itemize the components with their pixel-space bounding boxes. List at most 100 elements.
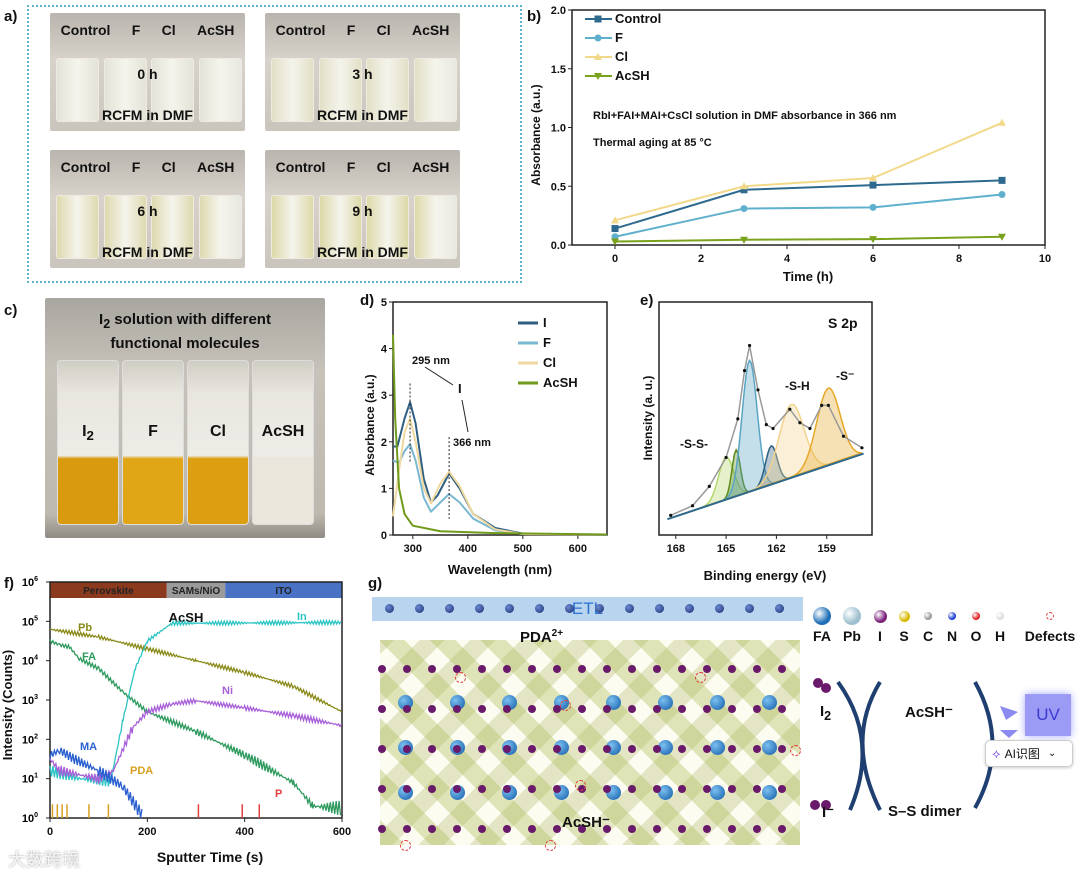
iodide-atom xyxy=(478,665,486,673)
data-point xyxy=(611,225,619,233)
time-label: 9 h xyxy=(352,203,373,220)
caption: RCFM in DMF xyxy=(317,106,408,123)
legend-marker xyxy=(594,53,602,60)
legend-label: AcSH xyxy=(615,68,650,83)
etl-molecule xyxy=(715,604,724,613)
series-label: FA xyxy=(82,651,96,663)
chart-b-axes-frame xyxy=(571,9,1046,246)
iodide-atom xyxy=(578,705,586,713)
iodide-atom xyxy=(778,785,786,793)
data-point xyxy=(998,118,1006,126)
legend-label: Cl xyxy=(543,355,556,370)
series-line-acsh xyxy=(614,235,1003,243)
iodide-atom xyxy=(728,705,736,713)
etl-molecule xyxy=(685,604,694,613)
data-point xyxy=(740,186,748,194)
layer-band xyxy=(50,582,167,598)
iodide-atom xyxy=(403,785,411,793)
uv-arrow xyxy=(1000,730,1018,738)
defect-marker xyxy=(695,672,706,683)
iodide-atom xyxy=(478,785,486,793)
spectrum-line xyxy=(393,401,532,536)
iodide-atom xyxy=(403,745,411,753)
chart-title: AcSH xyxy=(169,610,204,625)
chart-d-axes-frame xyxy=(392,301,608,536)
arrow xyxy=(461,399,469,433)
x-tick-label: 500 xyxy=(514,543,532,555)
iodide-atom xyxy=(778,825,786,833)
series-label: Pb xyxy=(78,622,92,634)
vial-photo: Control F Cl AcSH 0 h RCFM in DMF xyxy=(50,13,245,131)
acsh-bottom-label: AcSH⁻ xyxy=(562,814,610,831)
vial xyxy=(151,194,195,259)
panel-title: S 2p xyxy=(828,315,858,331)
x-tick-label: 159 xyxy=(818,543,836,555)
iodide-atom xyxy=(703,825,711,833)
vial-label: AcSH xyxy=(196,22,235,39)
panel-label-c: c) xyxy=(4,302,18,319)
iodide-atom xyxy=(453,665,461,673)
iodide-atom xyxy=(778,665,786,673)
chevron-down-icon[interactable]: ⌄ xyxy=(1047,748,1057,759)
data-point xyxy=(740,236,748,244)
iodide-atom xyxy=(753,745,761,753)
y-tick-exponent: 5 xyxy=(34,615,38,622)
defect-marker xyxy=(455,672,466,683)
fa-cation xyxy=(762,695,777,710)
vial: F xyxy=(122,360,184,525)
panel-label-e: e) xyxy=(640,292,654,309)
iodide-atom xyxy=(553,705,561,713)
vial xyxy=(414,194,458,259)
vial xyxy=(366,57,410,122)
caption: RCFM in DMF xyxy=(317,243,408,260)
etl-molecule xyxy=(625,604,634,613)
depth-profile-ni xyxy=(49,696,343,784)
x-tick-label: 400 xyxy=(459,543,477,555)
iodine-atom xyxy=(821,800,831,810)
iodide-atom xyxy=(603,745,611,753)
y-tick-label: 2.0 xyxy=(551,5,566,17)
raw-data-point xyxy=(669,513,673,517)
i3-annotation: I xyxy=(458,381,462,396)
atom-legend: FA Pb I S C N O H Defects xyxy=(810,600,1080,650)
iodide-atom xyxy=(478,825,486,833)
layer-band xyxy=(166,582,226,598)
iodide-atom xyxy=(628,825,636,833)
series-line-control xyxy=(614,179,1003,230)
y-tick-label: 4 xyxy=(381,344,388,356)
iodide-atom xyxy=(528,825,536,833)
etl-molecule xyxy=(775,604,784,613)
ai-recognize-button[interactable]: ⟡ AI识图 ⌄ xyxy=(985,740,1073,767)
peak-label: -S-H xyxy=(785,379,810,393)
iodide-atom xyxy=(603,825,611,833)
spectrum-line xyxy=(392,417,608,536)
raw-data-point xyxy=(788,407,792,411)
vial-label-text: I xyxy=(82,423,87,440)
vial-label: Control xyxy=(275,159,326,176)
dimer-label: S–S dimer xyxy=(888,803,962,820)
y-tick-label: 0.0 xyxy=(551,240,566,252)
perovskite-lattice xyxy=(380,640,800,845)
y-tick-exponent: 6 xyxy=(34,576,38,583)
ai-scan-icon: ⟡ xyxy=(992,745,1001,761)
defect-marker xyxy=(575,780,586,791)
iodide-atom xyxy=(703,705,711,713)
raw-data-point xyxy=(808,426,812,431)
annotation: Thermal aging at 85 °C xyxy=(593,137,712,149)
y-tick-label: 5 xyxy=(381,297,387,309)
x-tick-label: 2 xyxy=(698,253,704,265)
vial-label: AcSH xyxy=(411,159,450,176)
layer-label: Perovskite xyxy=(83,586,134,597)
vial: Cl xyxy=(187,360,249,525)
x-tick-label: 0 xyxy=(47,826,53,838)
iodide-atom xyxy=(428,785,436,793)
vial-label-text: AcSH xyxy=(261,423,305,440)
pda-text: PDA xyxy=(520,629,552,646)
legend-label: F xyxy=(615,30,623,45)
iodide-atom xyxy=(528,665,536,673)
legend-label: C xyxy=(922,628,934,644)
data-point xyxy=(611,238,619,246)
iodide-atom xyxy=(628,785,636,793)
vial-label: Cl xyxy=(376,159,391,176)
caption: RCFM in DMF xyxy=(102,106,193,123)
